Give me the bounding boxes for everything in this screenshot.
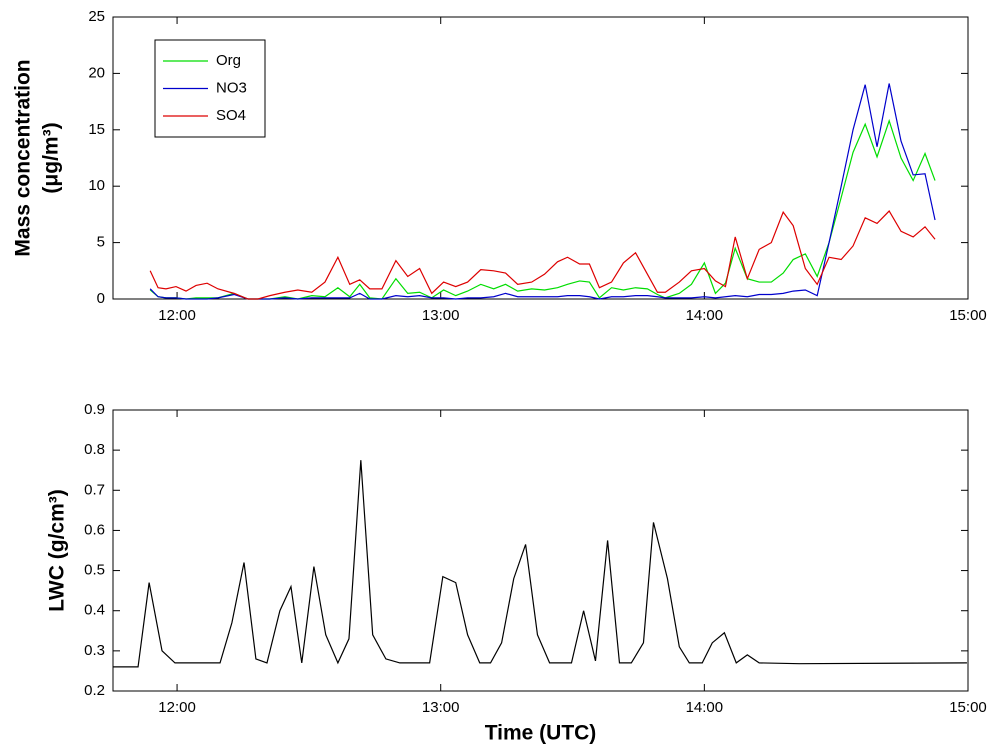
legend: Org NO3 SO4: [154, 39, 266, 138]
y-tick-label: 15: [88, 121, 105, 138]
x-tick-label: 15:00: [949, 699, 987, 716]
y-tick-label: 0.4: [84, 602, 105, 619]
x-axis-label: Time (UTC): [485, 722, 597, 745]
x-tick-label: 14:00: [686, 699, 724, 716]
legend-label: Org: [216, 52, 241, 69]
plot-frame: [112, 409, 969, 692]
x-tick-label: 12:00: [158, 699, 196, 716]
legend-label: NO3: [216, 79, 247, 96]
data-line: [149, 83, 936, 300]
legend-label: SO4: [216, 107, 246, 124]
x-tick-label: 13:00: [422, 307, 460, 324]
x-tick-label: 13:00: [422, 699, 460, 716]
y-axis-label: Mass concentration: [12, 59, 35, 256]
subplot: 0 5 10 15 20 25 12:00 13:00 14:00 15:00 Mass conce…: [12, 8, 987, 324]
y-tick-label: 0.9: [84, 401, 105, 418]
x-tick-label: 14:00: [686, 307, 724, 324]
y-axis-label: LWC (g/cm³): [46, 489, 69, 611]
y-tick-label: 0: [97, 290, 105, 307]
y-axis-label: (μg/m³): [40, 122, 63, 193]
x-tick-label: 15:00: [949, 307, 987, 324]
y-tick-label: 10: [88, 177, 105, 194]
x-tick-label: 12:00: [158, 307, 196, 324]
y-tick-label: 0.5: [84, 562, 105, 579]
y-tick-label: 20: [88, 64, 105, 81]
data-line: [113, 460, 967, 668]
y-tick-label: 0.8: [84, 441, 105, 458]
plot-frame: [112, 16, 969, 300]
y-tick-label: 25: [88, 8, 105, 25]
y-tick-label: 0.2: [84, 682, 105, 699]
data-line: [149, 118, 936, 300]
y-tick-label: 0.6: [84, 521, 105, 538]
y-tick-label: 0.3: [84, 642, 105, 659]
y-tick-label: 0.7: [84, 481, 105, 498]
y-tick-label: 5: [97, 234, 105, 251]
data-line: [149, 210, 936, 300]
subplot: 0.2 0.3 0.4 0.5 0.6 0.7 0.8 0.9 12:00 13:00 14:00 1…: [46, 401, 987, 745]
